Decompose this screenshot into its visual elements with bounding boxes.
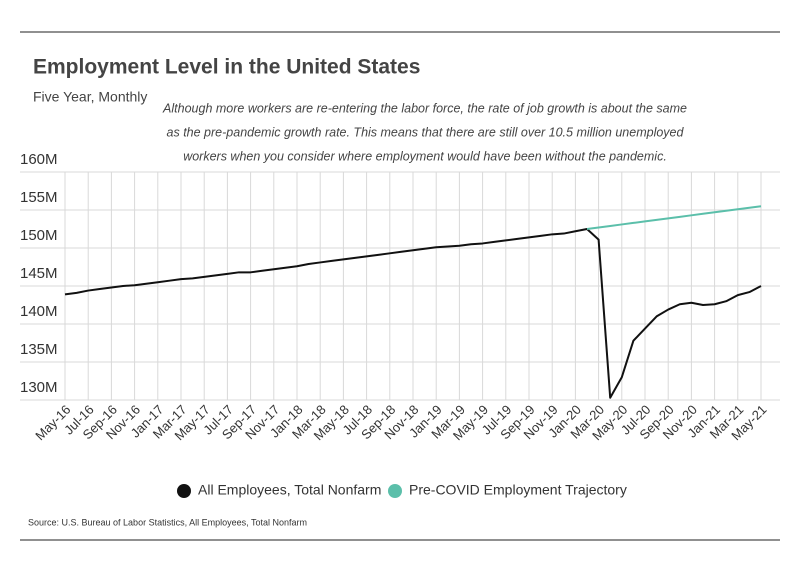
series-line [586,205,762,230]
legend-label: Pre-COVID Employment Trajectory [409,482,627,498]
annotation: Although more workers are re-entering th… [162,101,687,115]
annotation: workers when you consider where employme… [183,149,667,163]
chart-title: Employment Level in the United States [33,56,420,79]
y-tick-label: 140M [20,303,58,320]
legend-swatch [388,484,402,498]
legend-swatch [177,484,191,498]
y-tick-label: 130M [20,379,58,396]
y-tick-label: 135M [20,341,58,358]
series-line [64,228,762,399]
chart-subtitle: Five Year, Monthly [33,89,147,105]
legend-label: All Employees, Total Nonfarm [198,482,381,498]
y-tick-label: 160M [20,151,58,168]
annotation: as the pre-pandemic growth rate. This me… [167,125,685,139]
y-tick-label: 145M [20,265,58,282]
y-tick-label: 150M [20,227,58,244]
source: Source: U.S. Bureau of Labor Statistics,… [28,517,307,527]
y-tick-label: 155M [20,189,58,206]
